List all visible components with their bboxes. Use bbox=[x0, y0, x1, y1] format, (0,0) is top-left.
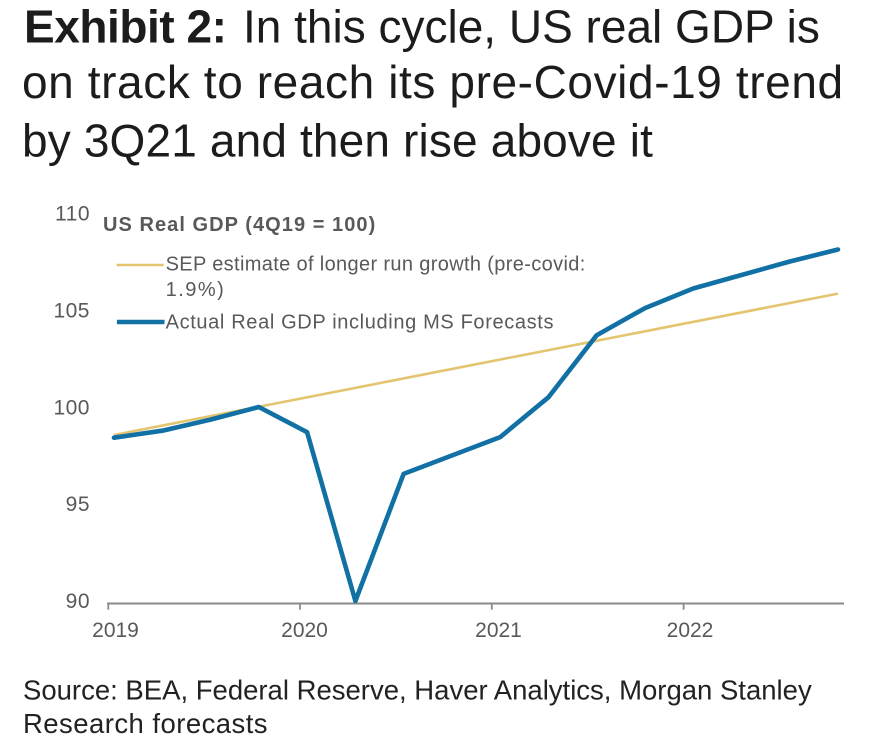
svg-text:Research forecasts: Research forecasts bbox=[23, 708, 268, 739]
svg-text:Actual Real GDP including MS F: Actual Real GDP including MS Forecasts bbox=[166, 312, 555, 334]
svg-text:by 3Q21 and then rise above it: by 3Q21 and then rise above it bbox=[22, 114, 653, 166]
svg-text:2021: 2021 bbox=[475, 619, 522, 642]
svg-text:on track to reach its pre-Covi: on track to reach its pre-Covid-19 trend bbox=[22, 56, 844, 108]
svg-text:2020: 2020 bbox=[281, 619, 328, 642]
svg-text:95: 95 bbox=[66, 493, 90, 516]
svg-text:SEP estimate of longer run gro: SEP estimate of longer run growth (pre-c… bbox=[166, 253, 586, 275]
svg-text:US Real GDP (4Q19 = 100): US Real GDP (4Q19 = 100) bbox=[103, 214, 376, 236]
svg-text:105: 105 bbox=[53, 300, 90, 323]
svg-text:1.9%): 1.9%) bbox=[166, 279, 226, 301]
svg-text:100: 100 bbox=[53, 397, 90, 420]
svg-text:2022: 2022 bbox=[667, 619, 714, 642]
svg-text:Source: BEA, Federal Reserve,: Source: BEA, Federal Reserve, Haver Anal… bbox=[23, 675, 812, 706]
svg-text:Exhibit 2:In this cycle, US re: Exhibit 2: In this cycle, US real GDP is bbox=[24, 1, 820, 53]
svg-text:90: 90 bbox=[66, 590, 90, 613]
svg-text:2019: 2019 bbox=[92, 619, 139, 642]
svg-text:110: 110 bbox=[55, 203, 90, 226]
